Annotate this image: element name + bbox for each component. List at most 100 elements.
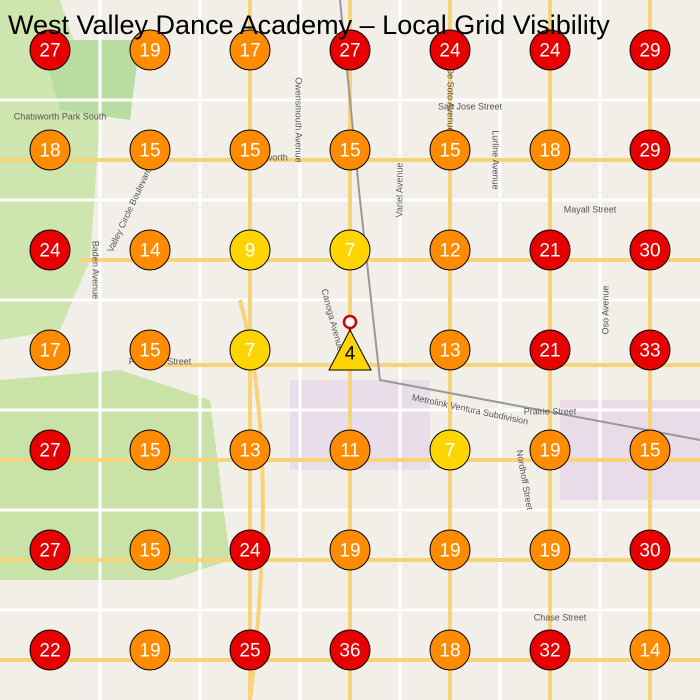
- rank-label: 19: [139, 641, 160, 662]
- rank-circle: [29, 329, 71, 371]
- rank-circle: [529, 429, 571, 471]
- rank-circle: [329, 129, 371, 171]
- title: West Valley Dance Academy – Local Grid V…: [8, 10, 610, 40]
- rank-circle: [329, 429, 371, 471]
- rank-label: 24: [439, 41, 461, 62]
- business-rank: 4: [345, 344, 356, 365]
- rank-label: 27: [39, 41, 60, 62]
- rank-label: 27: [39, 541, 60, 562]
- rank-label: 12: [439, 241, 460, 262]
- rank-label: 30: [639, 541, 660, 562]
- rank-label: 24: [39, 241, 61, 262]
- rank-label: 19: [539, 441, 560, 462]
- rank-label: 15: [439, 141, 460, 162]
- rank-label: 24: [539, 41, 561, 62]
- rank-label: 29: [639, 41, 660, 62]
- rank-circle: [229, 329, 271, 371]
- rank-circle: [29, 529, 71, 571]
- street-label: Chatsworth Park South: [14, 111, 107, 121]
- rank-label: 11: [340, 441, 360, 462]
- rank-circle: [529, 629, 571, 671]
- street-label: Mayall Street: [564, 204, 617, 214]
- rank-circle: [29, 429, 71, 471]
- rank-circle: [529, 529, 571, 571]
- rank-label: 21: [539, 241, 560, 262]
- rank-circle: [629, 429, 671, 471]
- rank-label: 30: [639, 241, 660, 262]
- street-label: Prairie Street: [524, 406, 577, 416]
- rank-circle: [229, 29, 271, 71]
- rank-circle: [629, 629, 671, 671]
- rank-label: 7: [445, 441, 456, 462]
- rank-circle: [429, 629, 471, 671]
- street-label: Lurline Avenue: [491, 130, 501, 189]
- rank-label: 24: [239, 541, 261, 562]
- rank-circle: [229, 229, 271, 271]
- rank-label: 14: [639, 641, 661, 662]
- rank-circle: [29, 129, 71, 171]
- street-label: Baden Avenue: [91, 241, 101, 299]
- rank-circle: [129, 629, 171, 671]
- rank-label: 33: [639, 341, 660, 362]
- rank-label: 17: [239, 41, 260, 62]
- railway: [339, 0, 700, 441]
- rank-circle: [229, 129, 271, 171]
- rank-circle: [329, 529, 371, 571]
- rank-circle: [629, 29, 671, 71]
- rank-label: 21: [539, 341, 560, 362]
- rank-circle: [429, 429, 471, 471]
- rank-label: 15: [139, 141, 160, 162]
- street-label: San Jose Street: [438, 101, 503, 111]
- rank-circle: [329, 29, 371, 71]
- rank-circle: [629, 129, 671, 171]
- rank-circle: [429, 229, 471, 271]
- rank-label: 19: [439, 541, 460, 562]
- rank-circle: [229, 629, 271, 671]
- rank-label: 15: [139, 341, 160, 362]
- rank-circle: [629, 229, 671, 271]
- rank-label: 14: [139, 241, 161, 262]
- rank-label: 25: [239, 641, 260, 662]
- rank-label: 9: [245, 241, 256, 262]
- rank-circle: [29, 29, 71, 71]
- rank-label: 17: [39, 341, 60, 362]
- rank-circle: [329, 629, 371, 671]
- rank-label: 29: [639, 141, 660, 162]
- rank-circle: [429, 129, 471, 171]
- rank-circle: [629, 529, 671, 571]
- street-label: De Soto Avenue: [446, 68, 456, 133]
- rank-circle: [129, 529, 171, 571]
- street-label: Variel Avenue: [394, 163, 404, 218]
- rank-label: 15: [139, 441, 160, 462]
- rank-circle: [129, 29, 171, 71]
- park: [0, 370, 230, 580]
- rank-label: 18: [539, 141, 560, 162]
- rank-circle: [129, 429, 171, 471]
- rank-circle: [429, 529, 471, 571]
- rank-label: 7: [345, 241, 356, 262]
- rank-label: 19: [539, 541, 560, 562]
- rank-label: 18: [39, 141, 60, 162]
- rank-label: 27: [339, 41, 360, 62]
- rank-label: 15: [239, 141, 260, 162]
- pin: [342, 314, 358, 330]
- street-label: Oso Avenue: [600, 286, 610, 335]
- rank-label: 13: [439, 341, 460, 362]
- rank-label: 22: [39, 641, 60, 662]
- rank-label: 27: [39, 441, 60, 462]
- rank-circle: [429, 29, 471, 71]
- rank-circle: [529, 229, 571, 271]
- rank-label: 7: [245, 341, 256, 362]
- rank-label: 15: [339, 141, 360, 162]
- rank-circle: [29, 229, 71, 271]
- rank-circle: [129, 229, 171, 271]
- rank-label: 15: [639, 441, 660, 462]
- rank-label: 32: [539, 641, 560, 662]
- rank-circle: [629, 329, 671, 371]
- rank-circle: [129, 329, 171, 371]
- rank-circle: [329, 229, 371, 271]
- rank-label: 13: [239, 441, 260, 462]
- rank-label: 15: [139, 541, 160, 562]
- street-label: Chase Street: [534, 612, 587, 622]
